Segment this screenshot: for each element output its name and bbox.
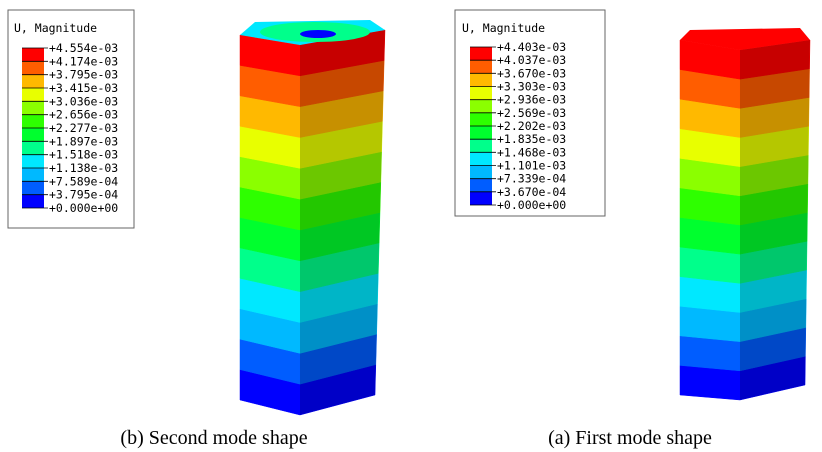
legend-label: +1.835e-03 [497,132,566,146]
legend-label: +7.589e-04 [49,174,118,188]
legend-swatch [22,128,44,141]
legend-swatch [22,168,44,181]
legend-swatch [470,113,492,126]
legend-swatch [470,126,492,139]
legend-label: +1.897e-03 [49,134,118,148]
legend-swatch [470,100,492,113]
legend-swatch [22,195,44,208]
legend-swatch [22,141,44,154]
legend-swatch [22,61,44,74]
legend-label: +4.174e-03 [49,54,118,68]
legend-swatch [470,60,492,73]
legend-swatch [470,139,492,152]
legend-label: +2.936e-03 [497,93,566,107]
legend-label: +1.101e-03 [497,159,566,173]
legend-swatch [470,152,492,165]
legend-swatch [470,179,492,192]
legend-label: +1.138e-03 [49,161,118,175]
column-band [680,365,740,400]
caption: (a) First mode shape [548,427,712,449]
legend-swatch [22,75,44,88]
figure: (b) Second mode shape (a) First mode sha… [0,0,822,452]
legend-swatch [470,166,492,179]
legend-swatch [470,73,492,86]
legend-label: +4.554e-03 [49,41,118,55]
legend-label: +4.403e-03 [497,40,566,54]
legend-label: +2.656e-03 [49,108,118,122]
column-shade [740,40,810,400]
legend-label: +3.670e-04 [497,185,566,199]
legend-label: +3.415e-03 [49,81,118,95]
legend-label: +2.202e-03 [497,119,566,133]
column-band [680,336,740,371]
legend-swatch [22,48,44,61]
legend-label: +3.036e-03 [49,94,118,108]
column-top-core [300,30,336,38]
legend-label: +0.000e+00 [49,201,118,215]
legend-label: +3.670e-03 [497,66,566,80]
legend-label: +3.795e-03 [49,68,118,82]
legend-title: U, Magnitude [14,21,97,35]
legend-swatch [22,115,44,128]
legend-title: U, Magnitude [462,21,545,35]
legend-label: +3.303e-03 [497,80,566,94]
legend-label: +0.000e+00 [497,198,566,212]
legend-label: +1.468e-03 [497,145,566,159]
legend-swatch [22,181,44,194]
caption: (b) Second mode shape [120,427,307,449]
legend-swatch [470,87,492,100]
column-shade [300,30,385,415]
legend-swatch [22,155,44,168]
legend-label: +2.569e-03 [497,106,566,120]
legend-label: +7.339e-04 [497,172,566,186]
legend-label: +1.518e-03 [49,148,118,162]
legend-swatch [470,192,492,205]
legend-swatch [470,47,492,60]
legend-label: +2.277e-03 [49,121,118,135]
legend-label: +3.795e-04 [49,188,118,202]
legend-label: +4.037e-03 [497,53,566,67]
legend-swatch [22,88,44,101]
legend-swatch [22,101,44,114]
